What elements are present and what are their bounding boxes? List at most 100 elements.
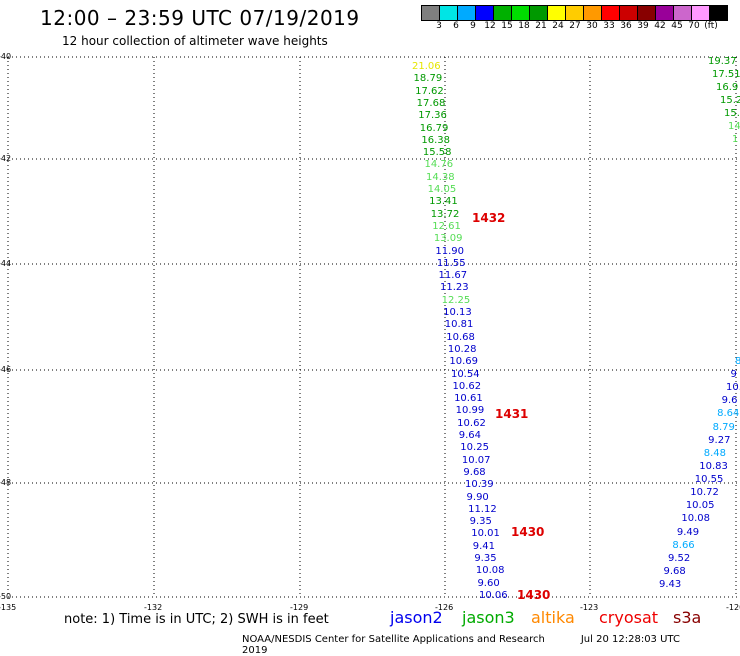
satellite-s3a: s3a <box>673 608 702 627</box>
wave-height-value: 10.62 <box>452 380 482 392</box>
wave-height-value: 10.28 <box>447 343 477 355</box>
wave-height-value: 10.69 <box>449 356 479 368</box>
latitude-label: -50 <box>0 592 12 601</box>
color-scale-label: (ft) <box>704 21 718 31</box>
wave-height-value: 17.51 <box>712 69 740 80</box>
color-scale-label: 9 <box>470 21 476 31</box>
wave-height-value: 9.49 <box>676 526 700 538</box>
wave-height-value: 21.06 <box>412 61 441 72</box>
wave-height-value: 16.79 <box>419 122 449 134</box>
wave-height-value: 9.60 <box>477 577 500 589</box>
wave-height-value: 10.07 <box>461 454 491 466</box>
satellite-jason2: jason2 <box>390 608 443 627</box>
wave-height-value: 10.68 <box>446 331 475 343</box>
wave-height-value: 8.79 <box>712 421 735 433</box>
color-scale-label: 6 <box>453 21 459 31</box>
footer: NOAA/NESDIS Center for Satellite Applica… <box>242 634 740 656</box>
wave-height-value: 15.58 <box>422 147 452 159</box>
color-scale-labels: 3 6 9 12 15 18 21 24 27 30 33 36 39 42 45 70 (ft) <box>421 21 740 33</box>
wave-height-value: 11.12 <box>468 503 497 515</box>
color-scale-label: 39 <box>637 21 649 31</box>
longitude-label: -135 <box>0 603 17 612</box>
wave-height-value: 14 <box>728 121 740 132</box>
wave-height-value: 9.64 <box>458 430 481 442</box>
wave-height-value: 10.01 <box>471 528 500 540</box>
wave-height-value: 9.6 <box>721 395 738 407</box>
wave-height-value: 10.72 <box>690 487 719 499</box>
wave-height-value: 11.23 <box>440 282 469 294</box>
color-scale-label: 12 <box>484 21 496 31</box>
map-subtitle: 12 hour collection of altimeter wave hei… <box>62 34 328 48</box>
color-swatch <box>709 5 728 21</box>
wave-height-value: 10. <box>726 382 740 394</box>
color-scale-label: 33 <box>603 21 615 31</box>
time-tag-1430-b: 1430 <box>517 588 551 602</box>
time-tag-1430-a: 1430 <box>511 525 545 539</box>
wave-height-value: 9.41 <box>472 540 496 552</box>
color-scale-label: 30 <box>586 21 598 31</box>
color-scale-label: 27 <box>569 21 581 31</box>
wave-height-value: 10.81 <box>444 319 474 331</box>
footer-credit: NOAA/NESDIS Center for Satellite Applica… <box>242 634 545 645</box>
wave-height-value: 8.48 <box>703 447 726 459</box>
wave-height-value: 10.13 <box>443 307 472 319</box>
wave-height-value: 11.55 <box>436 257 466 269</box>
wave-height-value: 14.05 <box>427 184 457 196</box>
longitude-label: -123 <box>580 603 599 612</box>
note-text: note: 1) Time is in UTC; 2) SWH is in fe… <box>64 612 329 627</box>
wave-height-value: 12.61 <box>432 220 461 232</box>
wave-height-value: 11.90 <box>435 245 464 257</box>
wave-height-value: 17.68 <box>416 97 446 109</box>
wave-height-value: 9 <box>730 369 737 381</box>
wave-height-value: 9.27 <box>708 434 731 446</box>
wave-height-value: 14.38 <box>426 171 455 183</box>
wave-height-value: 11.67 <box>438 270 468 282</box>
wave-height-value: 17.62 <box>415 85 444 97</box>
latitude-label: -42 <box>0 154 12 163</box>
wave-height-value: 10.62 <box>457 417 486 429</box>
wave-height-value: 8 <box>735 356 740 367</box>
longitude-label: -120 <box>726 603 740 612</box>
color-scale-label: 70 <box>688 21 700 31</box>
color-scale-label: 15 <box>501 21 513 31</box>
wave-height-value: 10.55 <box>694 474 724 486</box>
wave-height-value: 10.61 <box>454 393 483 405</box>
time-tag-1432: 1432 <box>472 211 506 225</box>
color-scale-label: 42 <box>654 21 666 31</box>
wave-height-value: 10.39 <box>464 479 494 491</box>
wave-height-value: 16.9 <box>716 82 739 93</box>
satellite-cryosat: cryosat <box>599 608 659 627</box>
wave-height-value: 10.08 <box>475 565 505 577</box>
wave-height-value: 13.72 <box>430 208 460 220</box>
wave-height-value: 8.64 <box>717 408 740 420</box>
longitude-label: -129 <box>290 603 309 612</box>
wave-height-value: 15.2 <box>720 95 740 106</box>
wave-height-value: 9.68 <box>463 466 486 478</box>
wave-height-value: 10.06 <box>479 590 508 601</box>
wave-height-value: 15. <box>724 108 740 119</box>
wave-height-value: 13.41 <box>429 196 458 208</box>
latitude-label: -44 <box>0 259 12 268</box>
map-title: 12:00 – 23:59 UTC 07/19/2019 <box>40 6 360 30</box>
color-scale <box>421 5 728 21</box>
longitude-label: -126 <box>435 603 454 612</box>
satellite-jason3: jason3 <box>462 608 515 627</box>
wave-height-value: 14.76 <box>424 159 454 171</box>
wave-height-value: 9.43 <box>659 579 682 590</box>
wave-height-value: 12.25 <box>441 294 471 306</box>
wave-height-value: 10.54 <box>450 368 480 380</box>
wave-height-value: 10.05 <box>685 500 715 512</box>
time-tag-1431: 1431 <box>495 407 529 421</box>
color-scale-label: 3 <box>436 21 442 31</box>
satellite-altika: altika <box>531 608 575 627</box>
latitude-label: -46 <box>0 365 12 374</box>
longitude-label: -132 <box>144 603 163 612</box>
color-scale-label: 24 <box>552 21 564 31</box>
wave-height-value: 10.99 <box>455 405 485 417</box>
wave-height-value: 19.37 <box>708 56 737 67</box>
wave-height-value: 8.66 <box>672 539 695 551</box>
wave-height-value: 10.25 <box>460 442 489 454</box>
color-scale-label: 18 <box>518 21 530 31</box>
wave-height-value: 9.35 <box>469 516 492 528</box>
wave-height-value: 17.36 <box>418 110 447 122</box>
